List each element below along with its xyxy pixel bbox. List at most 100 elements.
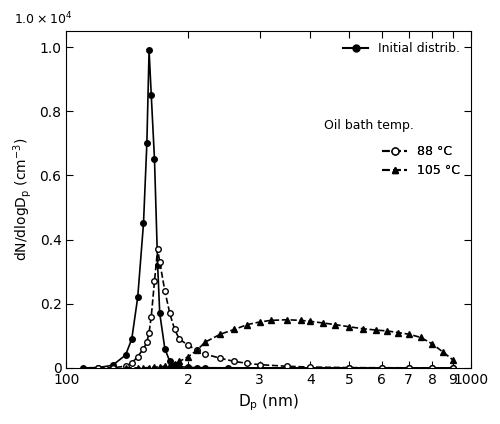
105 °C	[418, 335, 424, 340]
105 °C	[156, 364, 162, 369]
88 °C	[140, 346, 146, 351]
Initial distrib.	[307, 365, 313, 371]
105 °C	[384, 329, 390, 334]
Initial distrib.	[202, 365, 208, 370]
Initial distrib.	[256, 365, 262, 371]
Initial distrib.	[110, 363, 116, 368]
105 °C	[232, 327, 237, 332]
88 °C	[122, 364, 128, 369]
105 °C	[152, 365, 158, 370]
105 °C	[346, 324, 352, 329]
88 °C	[450, 365, 456, 371]
Initial distrib.	[429, 365, 435, 371]
88 °C	[346, 365, 352, 370]
88 °C	[378, 365, 384, 370]
Text: Oil bath temp.: Oil bath temp.	[324, 119, 414, 131]
105 °C	[429, 341, 435, 346]
Text: PSL: PSL	[0, 423, 1, 424]
Initial distrib.	[134, 295, 140, 300]
88 °C	[156, 259, 162, 265]
Initial distrib.	[450, 365, 456, 371]
Y-axis label: dN/dlogD$_\mathregular{p}$ (cm$^{-3}$): dN/dlogD$_\mathregular{p}$ (cm$^{-3}$)	[11, 138, 34, 261]
Initial distrib.	[162, 346, 168, 351]
Initial distrib.	[224, 365, 230, 370]
105 °C	[307, 319, 313, 324]
Initial distrib.	[346, 365, 352, 371]
88 °C	[218, 356, 224, 361]
Initial distrib.	[176, 364, 182, 369]
88 °C	[256, 362, 262, 367]
88 °C	[194, 348, 200, 353]
Initial distrib.	[406, 365, 411, 371]
88 °C	[134, 354, 140, 359]
Line: 88 °C: 88 °C	[96, 246, 456, 371]
105 °C	[320, 321, 326, 326]
88 °C	[146, 330, 152, 335]
88 °C	[202, 351, 208, 357]
105 °C	[450, 357, 456, 363]
Initial distrib.	[148, 92, 154, 98]
88 °C	[154, 247, 160, 252]
88 °C	[96, 365, 102, 371]
88 °C	[152, 279, 158, 284]
105 °C	[172, 362, 177, 367]
Initial distrib.	[172, 363, 177, 368]
88 °C	[148, 314, 154, 319]
88 °C	[307, 365, 313, 370]
105 °C	[256, 319, 262, 324]
105 °C	[360, 326, 366, 331]
88 °C	[406, 365, 411, 370]
105 °C	[244, 322, 250, 327]
88 °C	[232, 359, 237, 364]
105 °C	[298, 318, 304, 323]
Initial distrib.	[80, 365, 86, 371]
Initial distrib.	[140, 221, 146, 226]
105 °C	[186, 354, 192, 359]
88 °C	[144, 340, 150, 345]
105 °C	[202, 340, 208, 345]
88 °C	[284, 364, 290, 369]
Initial distrib.	[194, 365, 200, 370]
105 °C	[440, 349, 446, 354]
Initial distrib.	[156, 311, 162, 316]
Legend: 88 °C, 105 °C: 88 °C, 105 °C	[377, 140, 465, 182]
X-axis label: D$_\mathregular{p}$ (nm): D$_\mathregular{p}$ (nm)	[238, 392, 300, 413]
Initial distrib.	[378, 365, 384, 371]
105 °C	[134, 365, 140, 371]
Text: $1.0\times10^{4}$: $1.0\times10^{4}$	[14, 11, 72, 28]
Line: 105 °C: 105 °C	[123, 317, 456, 371]
Initial distrib.	[152, 157, 158, 162]
105 °C	[284, 317, 290, 322]
105 °C	[406, 332, 411, 337]
88 °C	[244, 361, 250, 366]
88 °C	[129, 360, 135, 365]
105 °C	[140, 365, 146, 371]
105 °C	[396, 330, 402, 335]
88 °C	[186, 343, 192, 348]
105 °C	[162, 364, 168, 369]
Initial distrib.	[167, 359, 173, 364]
Initial distrib.	[96, 365, 102, 370]
105 °C	[146, 365, 152, 370]
105 °C	[167, 363, 173, 368]
Initial distrib.	[122, 352, 128, 357]
105 °C	[268, 318, 274, 323]
88 °C	[176, 337, 182, 342]
Initial distrib.	[144, 141, 150, 146]
88 °C	[429, 365, 435, 371]
105 °C	[218, 332, 224, 337]
Initial distrib.	[129, 337, 135, 342]
88 °C	[162, 288, 168, 293]
Initial distrib.	[146, 47, 152, 53]
105 °C	[176, 359, 182, 364]
88 °C	[172, 327, 177, 332]
105 °C	[332, 322, 338, 327]
105 °C	[122, 365, 128, 371]
Initial distrib.	[186, 365, 192, 370]
Line: Initial distrib.: Initial distrib.	[80, 47, 456, 371]
105 °C	[194, 348, 200, 353]
105 °C	[372, 327, 378, 332]
Initial distrib.	[154, 262, 160, 268]
88 °C	[167, 311, 173, 316]
88 °C	[110, 365, 116, 370]
